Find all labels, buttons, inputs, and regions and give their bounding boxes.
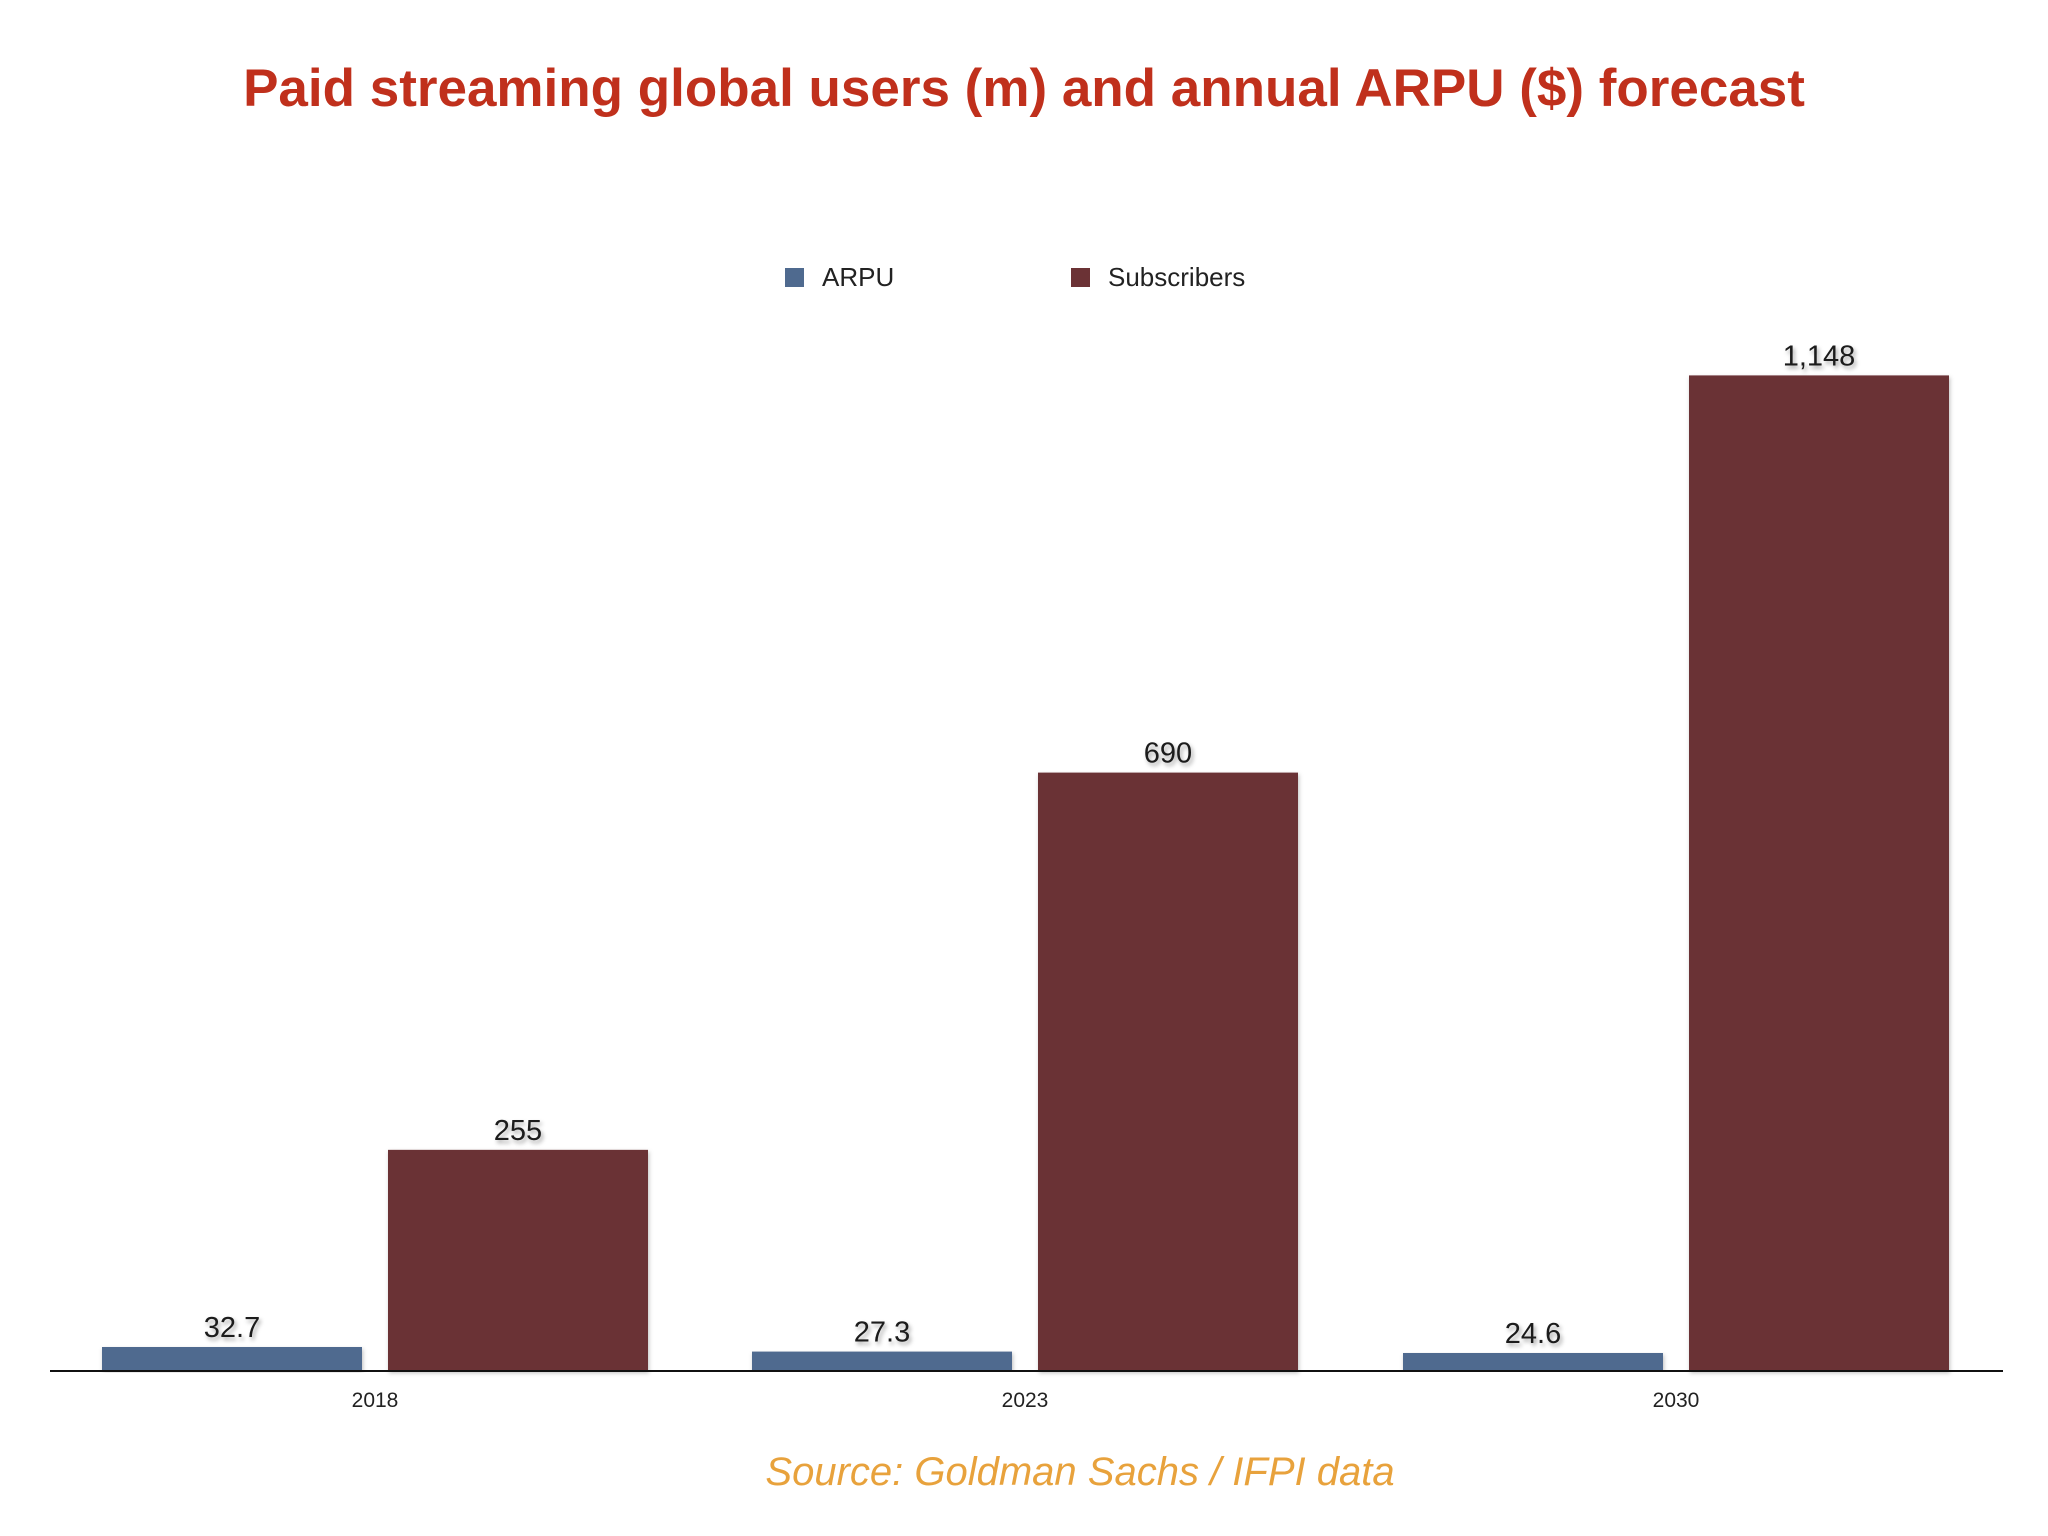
labels-group: 32.7 255 27.3 690 24.6 1,148 bbox=[204, 340, 1856, 1350]
legend-item-subscribers: Subscribers bbox=[1071, 262, 1245, 293]
bar-arpu-2018 bbox=[102, 1347, 362, 1371]
data-label-subscribers-2018: 255 bbox=[494, 1115, 542, 1147]
legend-swatch-subscribers bbox=[1071, 268, 1090, 287]
bar-subscribers-2018 bbox=[388, 1149, 648, 1371]
data-label-arpu-2030: 24.6 bbox=[1505, 1318, 1561, 1350]
data-label-subscribers-2023: 690 bbox=[1144, 738, 1192, 770]
x-tick-label-2030: 2030 bbox=[1653, 1389, 1700, 1412]
x-tick-labels: 2018 2023 2030 bbox=[352, 1389, 1700, 1412]
legend-label-subscribers: Subscribers bbox=[1108, 262, 1246, 292]
bar-arpu-2030 bbox=[1403, 1353, 1663, 1371]
data-label-arpu-2018: 32.7 bbox=[204, 1312, 260, 1344]
bar-arpu-2023 bbox=[752, 1351, 1012, 1371]
legend-item-arpu: ARPU bbox=[785, 262, 894, 293]
data-label-subscribers-2030: 1,148 bbox=[1783, 340, 1856, 372]
chart-legend: ARPU Subscribers bbox=[0, 262, 2048, 302]
data-label-arpu-2023: 27.3 bbox=[854, 1317, 910, 1349]
legend-swatch-arpu bbox=[785, 268, 804, 287]
x-tick-label-2023: 2023 bbox=[1002, 1389, 1049, 1412]
source-note: Source: Goldman Sachs / IFPI data bbox=[765, 1450, 1395, 1494]
bar-subscribers-2023 bbox=[1038, 772, 1298, 1371]
chart-title: Paid streaming global users (m) and annu… bbox=[243, 59, 1805, 118]
legend-label-arpu: ARPU bbox=[822, 262, 895, 292]
bar-subscribers-2030 bbox=[1689, 375, 1949, 1372]
bars-group bbox=[102, 375, 1949, 1372]
x-tick-label-2018: 2018 bbox=[352, 1389, 399, 1412]
